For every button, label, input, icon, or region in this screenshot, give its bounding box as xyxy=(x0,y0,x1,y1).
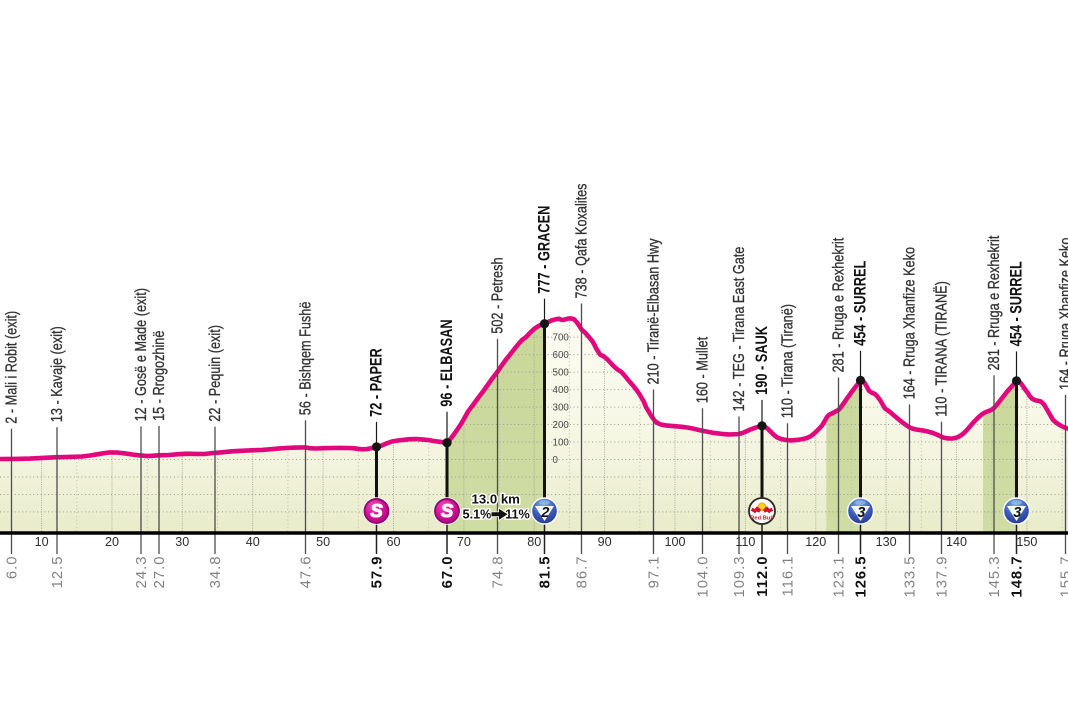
svg-text:148.7: 148.7 xyxy=(1010,556,1026,598)
svg-text:110: 110 xyxy=(735,535,755,549)
svg-text:50: 50 xyxy=(316,535,330,549)
svg-text:12 - Gosë e Made (exit): 12 - Gosë e Made (exit) xyxy=(133,288,150,421)
svg-text:72 - PAPER: 72 - PAPER xyxy=(368,348,386,417)
svg-text:109.3: 109.3 xyxy=(732,556,748,598)
svg-text:145.3: 145.3 xyxy=(987,556,1003,598)
svg-text:2: 2 xyxy=(540,505,549,521)
svg-text:3: 3 xyxy=(1013,505,1021,521)
svg-text:30: 30 xyxy=(175,535,189,549)
svg-text:67.0: 67.0 xyxy=(440,556,456,589)
svg-text:13 - Kavaje (exit): 13 - Kavaje (exit) xyxy=(49,326,66,422)
svg-text:104.0: 104.0 xyxy=(696,556,712,598)
svg-text:97.1: 97.1 xyxy=(647,556,663,589)
svg-text:10: 10 xyxy=(35,535,49,549)
svg-text:27.0: 27.0 xyxy=(152,556,168,589)
svg-text:400: 400 xyxy=(553,385,570,396)
svg-text:142 - TEG - Tirana East Gate: 142 - TEG - Tirana East Gate xyxy=(731,247,748,412)
svg-text:20: 20 xyxy=(105,535,119,549)
svg-text:160 - Mullet: 160 - Mullet xyxy=(695,337,712,403)
svg-text:11%: 11% xyxy=(505,508,530,522)
svg-text:126.5: 126.5 xyxy=(854,556,870,598)
svg-text:210 - Tiranë-Elbasan Hwy: 210 - Tiranë-Elbasan Hwy xyxy=(646,238,663,385)
svg-text:164 - Rruga Xhanfize Keko: 164 - Rruga Xhanfize Keko xyxy=(902,247,919,400)
svg-text:5.1%: 5.1% xyxy=(463,508,492,522)
svg-text:56 - Bishqem Fushë: 56 - Bishqem Fushë xyxy=(298,301,315,415)
svg-text:70: 70 xyxy=(457,535,471,549)
svg-text:164 - Rruga Xhanfize Keko: 164 - Rruga Xhanfize Keko xyxy=(1058,237,1068,390)
svg-text:130: 130 xyxy=(876,535,897,549)
svg-text:96 - ELBASAN: 96 - ELBASAN xyxy=(439,319,457,406)
svg-text:777 - GRACEN: 777 - GRACEN xyxy=(536,206,554,294)
svg-text:112.0: 112.0 xyxy=(755,556,771,597)
svg-text:S: S xyxy=(441,500,454,521)
svg-text:22 - Pequin (exit): 22 - Pequin (exit) xyxy=(207,325,224,422)
svg-text:12.5: 12.5 xyxy=(50,556,66,589)
svg-text:700: 700 xyxy=(553,333,570,344)
svg-text:100: 100 xyxy=(664,535,685,549)
svg-text:24.3: 24.3 xyxy=(134,556,150,589)
svg-text:190 - SAUK: 190 - SAUK xyxy=(754,326,772,395)
svg-text:300: 300 xyxy=(553,403,570,414)
svg-text:140: 140 xyxy=(946,535,967,549)
svg-text:200: 200 xyxy=(553,420,570,431)
svg-text:80: 80 xyxy=(527,535,541,549)
svg-text:281 - Rruga e Rexhekrit: 281 - Rruga e Rexhekrit xyxy=(986,236,1003,371)
svg-text:123.1: 123.1 xyxy=(832,556,848,598)
svg-text:281 - Rruga e Rexhekrit: 281 - Rruga e Rexhekrit xyxy=(831,238,848,373)
svg-text:738 - Qafa Koxalites: 738 - Qafa Koxalites xyxy=(574,183,591,298)
svg-text:2 - Mali i Robit (exit): 2 - Mali i Robit (exit) xyxy=(4,311,21,424)
svg-text:90: 90 xyxy=(598,535,612,549)
svg-text:81.5: 81.5 xyxy=(538,556,554,589)
svg-text:454 - SURREL: 454 - SURREL xyxy=(852,261,870,346)
svg-text:137.9: 137.9 xyxy=(935,556,951,598)
svg-text:500: 500 xyxy=(553,368,570,379)
svg-text:133.5: 133.5 xyxy=(903,556,919,598)
svg-text:0: 0 xyxy=(553,455,559,466)
svg-text:454 - SURREL: 454 - SURREL xyxy=(1008,261,1026,346)
svg-text:13.0 km: 13.0 km xyxy=(471,492,519,507)
svg-text:3: 3 xyxy=(857,505,865,521)
svg-text:600: 600 xyxy=(553,350,570,361)
svg-text:86.7: 86.7 xyxy=(575,556,591,589)
svg-text:47.6: 47.6 xyxy=(299,556,315,589)
svg-text:502 - Petresh: 502 - Petresh xyxy=(490,257,507,333)
svg-text:S: S xyxy=(370,500,383,521)
svg-text:60: 60 xyxy=(386,535,400,549)
svg-text:155.7: 155.7 xyxy=(1059,556,1068,598)
svg-text:116.1: 116.1 xyxy=(781,556,797,597)
svg-text:Red Bull: Red Bull xyxy=(750,516,774,522)
svg-text:110 - Tirana (Tiranë): 110 - Tirana (Tiranë) xyxy=(780,304,797,418)
svg-text:100: 100 xyxy=(553,438,570,449)
svg-text:40: 40 xyxy=(246,535,260,549)
svg-text:6.0: 6.0 xyxy=(5,556,21,580)
svg-text:110 - TIRANA (TIRANË): 110 - TIRANA (TIRANË) xyxy=(932,281,951,417)
svg-text:57.9: 57.9 xyxy=(370,556,386,589)
svg-text:120: 120 xyxy=(805,535,826,549)
svg-text:34.8: 34.8 xyxy=(208,556,224,589)
svg-text:74.8: 74.8 xyxy=(491,556,507,589)
svg-text:150: 150 xyxy=(1016,535,1037,549)
svg-text:15 - Rrogozhinë: 15 - Rrogozhinë xyxy=(151,330,168,420)
